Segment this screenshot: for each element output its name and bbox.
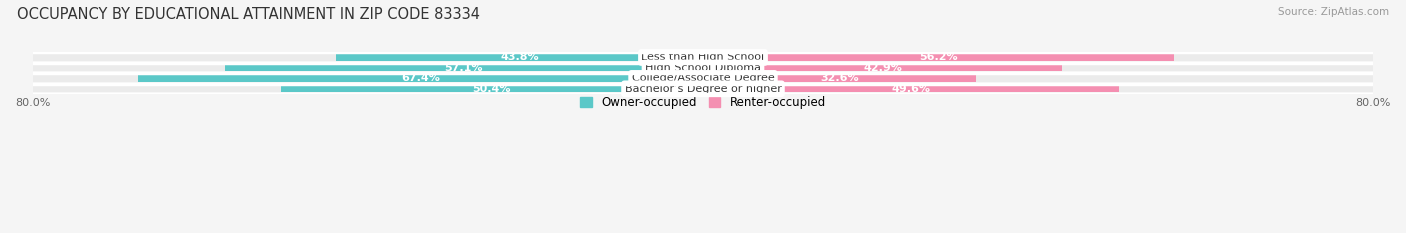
Legend: Owner-occupied, Renter-occupied: Owner-occupied, Renter-occupied bbox=[575, 92, 831, 114]
Bar bbox=[703, 64, 1063, 72]
Text: College/Associate Degree: College/Associate Degree bbox=[631, 73, 775, 83]
Text: 50.4%: 50.4% bbox=[472, 84, 512, 94]
Text: Bachelor’s Degree or higher: Bachelor’s Degree or higher bbox=[624, 84, 782, 94]
Text: 32.6%: 32.6% bbox=[820, 73, 859, 83]
Bar bbox=[32, 54, 1374, 61]
Text: OCCUPANCY BY EDUCATIONAL ATTAINMENT IN ZIP CODE 83334: OCCUPANCY BY EDUCATIONAL ATTAINMENT IN Z… bbox=[17, 7, 479, 22]
Bar bbox=[703, 54, 1174, 61]
Text: 49.6%: 49.6% bbox=[891, 84, 931, 94]
Text: Source: ZipAtlas.com: Source: ZipAtlas.com bbox=[1278, 7, 1389, 17]
Bar bbox=[32, 85, 1374, 92]
Bar bbox=[225, 64, 703, 72]
Text: 43.8%: 43.8% bbox=[501, 52, 538, 62]
Text: 56.2%: 56.2% bbox=[920, 52, 957, 62]
Bar bbox=[32, 75, 1374, 82]
Bar bbox=[703, 75, 976, 82]
Text: 42.9%: 42.9% bbox=[863, 63, 903, 73]
Bar bbox=[138, 75, 703, 82]
Bar bbox=[32, 64, 1374, 72]
Text: Less than High School: Less than High School bbox=[641, 52, 765, 62]
Text: 67.4%: 67.4% bbox=[401, 73, 440, 83]
Bar bbox=[703, 85, 1119, 92]
Bar bbox=[281, 85, 703, 92]
Text: High School Diploma: High School Diploma bbox=[645, 63, 761, 73]
Text: 57.1%: 57.1% bbox=[444, 63, 484, 73]
Bar bbox=[336, 54, 703, 61]
